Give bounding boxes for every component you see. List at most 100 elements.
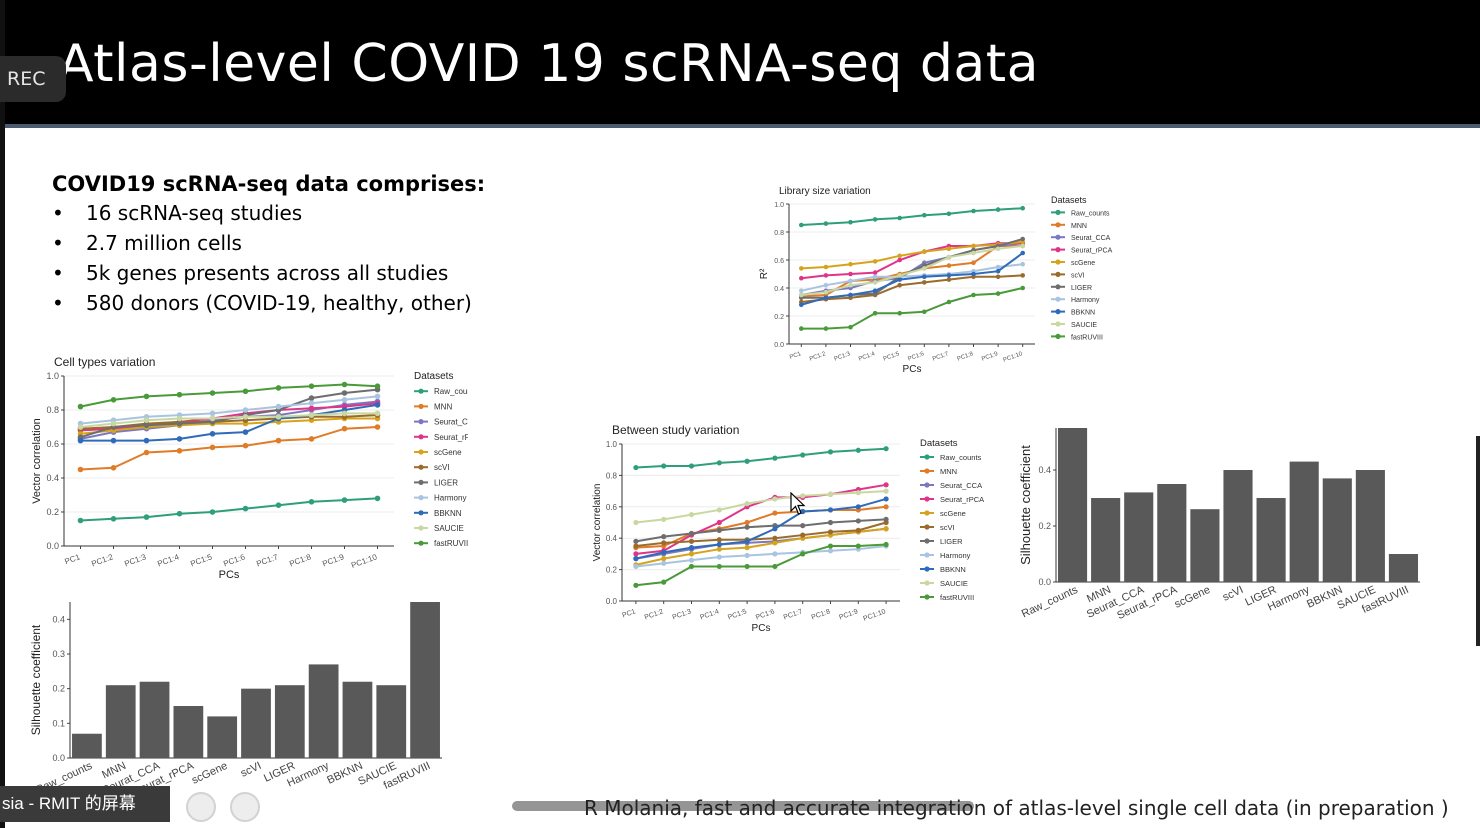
data-point	[800, 493, 806, 499]
control-circle-button[interactable]	[186, 792, 216, 822]
data-point	[242, 429, 249, 435]
data-point	[110, 516, 117, 522]
legend-label: Harmony	[940, 551, 971, 560]
series-line	[635, 497, 887, 560]
data-point	[848, 278, 853, 284]
legend-label: Harmony	[1071, 297, 1100, 304]
data-point	[716, 554, 722, 560]
data-point	[661, 549, 667, 555]
bullet-text: 2.7 million cells	[86, 231, 242, 255]
legend-swatch-dot	[1055, 271, 1061, 277]
screen-share-label[interactable]: sia - RMIT 的屏幕	[0, 786, 170, 822]
data-point	[716, 460, 722, 466]
x-tick-label: PC1:8	[810, 608, 831, 621]
bar	[1256, 498, 1286, 582]
legend-label: scVI	[940, 523, 955, 532]
data-point	[897, 215, 902, 221]
series-line	[801, 252, 1024, 306]
data-point	[176, 391, 183, 398]
data-point	[855, 527, 861, 533]
bullet-item: • 5k genes presents across all studies	[52, 261, 485, 291]
legend-label: MNN	[940, 467, 957, 476]
data-point	[77, 466, 84, 473]
data-point	[308, 499, 315, 505]
legend-label: LIGER	[434, 478, 458, 487]
bar	[1057, 428, 1088, 582]
bar	[72, 733, 102, 758]
data-point	[275, 437, 282, 444]
data-point	[661, 556, 667, 562]
data-point	[799, 222, 804, 228]
data-point	[799, 266, 804, 271]
slide-title: Atlas-level COVID 19 scRNA-seq data	[58, 34, 1040, 94]
y-axis-label: Vector correlation	[31, 418, 43, 504]
legend-swatch-dot	[1055, 234, 1061, 240]
bullet-marker: •	[52, 201, 64, 225]
data-point	[374, 393, 381, 400]
data-point	[827, 449, 834, 455]
series-line	[801, 263, 1023, 292]
legend-label: scGene	[1071, 260, 1095, 267]
data-point	[1020, 250, 1025, 256]
y-tick-label: 0.4	[606, 534, 618, 543]
data-point	[275, 403, 282, 410]
x-axis-label: PCs	[903, 364, 922, 375]
data-point	[308, 412, 315, 418]
data-point	[872, 310, 878, 316]
y-tick-label: 0.6	[606, 503, 618, 512]
y-tick-label: 0.3	[52, 649, 65, 659]
recording-badge[interactable]: REC	[0, 56, 66, 102]
legend-swatch-dot	[924, 496, 930, 502]
data-point	[744, 458, 750, 464]
legend-label: scVI	[434, 463, 450, 472]
legend-swatch-dot	[1055, 321, 1061, 327]
series-line	[80, 417, 378, 435]
data-point	[872, 274, 878, 280]
x-tick-label: Raw_counts	[1020, 584, 1080, 621]
legend-swatch-dot	[418, 388, 424, 394]
bar	[241, 688, 271, 758]
legend-swatch-dot	[418, 434, 424, 440]
data-point	[341, 390, 348, 396]
bar	[308, 664, 339, 758]
data-point	[799, 288, 804, 294]
video-scrub-bar[interactable]	[512, 801, 974, 811]
legend-swatch-dot	[924, 468, 930, 474]
data-point	[341, 381, 348, 388]
y-tick-label: 0.2	[1038, 521, 1051, 531]
bar	[376, 685, 407, 758]
x-tick-label: PC1:2	[809, 351, 827, 363]
y-tick-label: 0.8	[46, 405, 59, 415]
data-point	[275, 502, 282, 508]
data-point	[744, 538, 750, 544]
legend-swatch-dot	[418, 419, 424, 425]
series-line	[80, 497, 378, 522]
data-point	[823, 273, 829, 278]
y-axis-label: Vector correlation	[592, 484, 603, 562]
legend-label: BBKNN	[940, 565, 966, 574]
data-point	[855, 490, 861, 496]
data-point	[110, 437, 117, 444]
series-line	[80, 403, 378, 442]
legend-label: BBKNN	[1071, 310, 1095, 317]
data-point	[209, 390, 216, 396]
x-tick-label: PC1:8	[288, 552, 312, 568]
data-point	[772, 455, 778, 461]
data-point	[275, 385, 282, 391]
x-axis-label: PCs	[219, 569, 240, 581]
data-point	[308, 400, 315, 406]
control-circle-button[interactable]	[230, 792, 260, 822]
y-tick-label: 1.0	[774, 202, 784, 209]
x-tick-label: PC1:7	[932, 351, 950, 363]
data-point	[176, 448, 183, 454]
data-point	[800, 523, 806, 529]
y-tick-label: 0.2	[606, 566, 618, 575]
x-tick-label: PC1:2	[644, 608, 665, 621]
y-tick-label: 0.1	[52, 718, 65, 728]
legend-label: Raw_counts	[434, 387, 468, 396]
data-point	[922, 274, 927, 280]
legend-label: scGene	[434, 448, 462, 457]
y-tick-label: 0.8	[774, 230, 784, 237]
data-point	[143, 393, 150, 400]
data-point	[827, 543, 834, 549]
